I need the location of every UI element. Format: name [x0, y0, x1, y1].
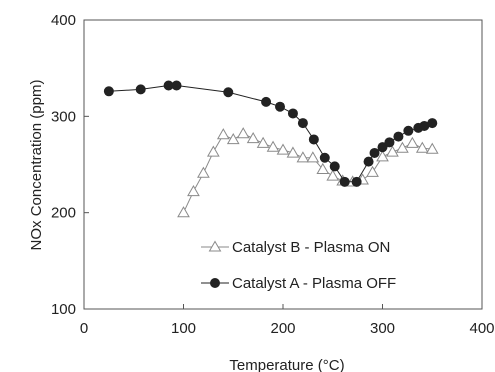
data-point — [197, 166, 210, 178]
data-point — [316, 162, 330, 174]
data-point — [297, 118, 308, 129]
data-point — [296, 151, 310, 163]
series-1 — [103, 80, 438, 187]
y-tick-label: 300 — [51, 108, 76, 125]
data-point — [403, 125, 414, 136]
x-tick-label: 100 — [171, 320, 196, 337]
data-point — [266, 140, 280, 152]
series-layer — [103, 80, 439, 218]
y-tick-label: 200 — [51, 205, 76, 222]
y-axis-label: NOx Concentration (ppm) — [28, 80, 45, 251]
data-point — [206, 145, 220, 157]
data-point — [351, 176, 362, 187]
data-point — [377, 142, 388, 153]
data-point — [339, 176, 350, 187]
data-point — [366, 165, 379, 177]
y-tick-label: 400 — [51, 12, 76, 29]
x-tick-label: 400 — [469, 320, 494, 337]
y-axis-ticks: 100 200 300 400 — [51, 12, 89, 318]
data-point — [384, 137, 395, 148]
data-point — [236, 127, 250, 139]
data-point — [329, 161, 340, 172]
data-point — [386, 145, 399, 157]
data-point — [187, 184, 200, 197]
data-point — [393, 131, 404, 142]
data-point — [163, 80, 174, 91]
data-point — [427, 118, 438, 129]
legend: Catalyst B - Plasma ON Catalyst A - Plas… — [196, 232, 442, 294]
x-tick-label: 200 — [270, 320, 295, 337]
x-tick-label: 0 — [80, 320, 88, 337]
data-point — [226, 132, 240, 145]
data-point — [135, 84, 146, 95]
legend-marker-series-1 — [210, 278, 220, 288]
data-point — [306, 151, 320, 163]
legend-label-series-1: Catalyst A - Plasma OFF — [232, 275, 396, 292]
data-point — [223, 87, 234, 98]
series-line-0 — [183, 133, 433, 213]
data-point — [415, 141, 429, 153]
legend-background — [196, 232, 442, 294]
data-point — [369, 147, 380, 158]
data-point — [256, 136, 270, 148]
data-point — [396, 141, 409, 153]
data-point — [405, 136, 419, 148]
data-point — [286, 146, 300, 158]
data-point — [419, 120, 430, 131]
data-point — [326, 169, 340, 181]
data-point — [275, 101, 286, 112]
y-tick-label: 100 — [51, 301, 76, 318]
data-point — [246, 131, 260, 144]
data-point — [261, 96, 272, 107]
data-point — [287, 108, 298, 119]
data-point — [363, 156, 374, 167]
data-point — [171, 80, 182, 91]
data-point — [103, 86, 114, 97]
data-point — [216, 128, 230, 140]
data-point — [376, 150, 389, 162]
data-point — [425, 142, 439, 154]
x-axis-label: Temperature (°C) — [229, 357, 344, 372]
data-point — [308, 134, 319, 145]
data-point — [276, 143, 290, 155]
legend-label-series-0: Catalyst B - Plasma ON — [232, 239, 390, 256]
data-point — [177, 206, 190, 218]
x-tick-label: 300 — [370, 320, 395, 337]
legend-marker-series-0 — [208, 240, 222, 252]
x-axis-ticks: 0 100 200 300 400 — [80, 304, 495, 337]
data-point — [319, 152, 330, 163]
